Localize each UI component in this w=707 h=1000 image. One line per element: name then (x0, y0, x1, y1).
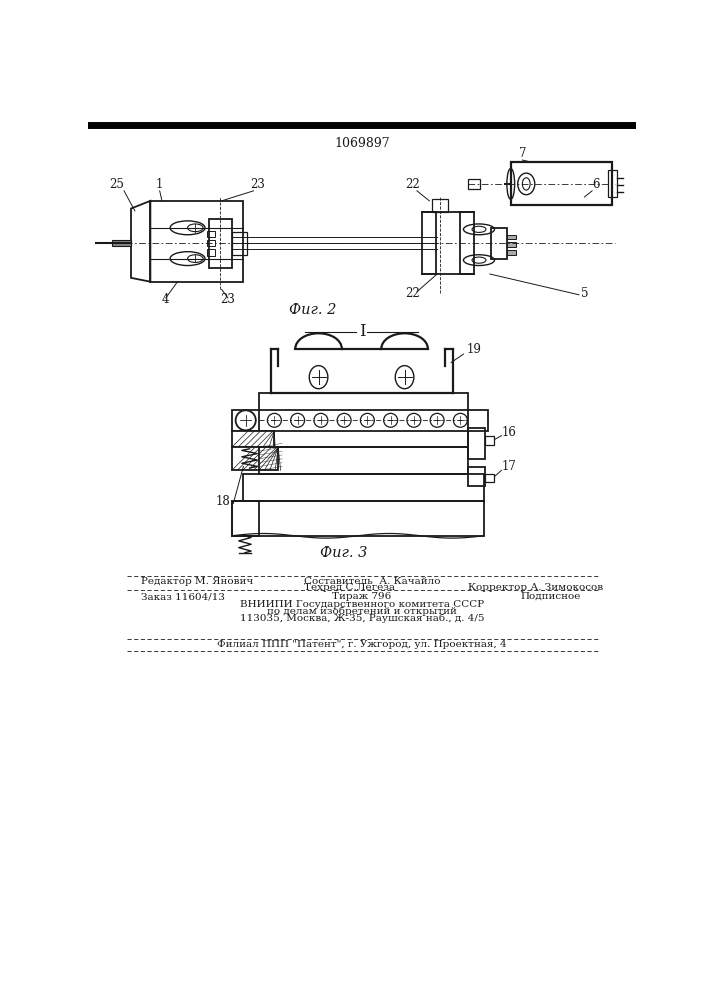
Bar (468, 466, 485, 486)
Bar (207, 231, 215, 237)
Text: 113035, Москва, Ж-35, Раушская наб., д. 4/5: 113035, Москва, Ж-35, Раушская наб., д. … (240, 613, 484, 623)
Text: по делам изобретений и открытий: по делам изобретений и открытий (267, 607, 457, 616)
Text: 1: 1 (156, 178, 163, 191)
Text: Составитель  А. Качайло: Составитель А. Качайло (304, 578, 440, 586)
Bar (259, 447, 468, 474)
Text: Фиг. 3: Фиг. 3 (320, 546, 368, 560)
Bar (510, 162, 612, 205)
Bar (507, 235, 516, 239)
Text: 1069897: 1069897 (334, 137, 390, 150)
Text: Корректор А. Зимокосов: Корректор А. Зимокосов (468, 583, 603, 592)
Text: Подписное: Подписное (521, 592, 581, 601)
Text: 6: 6 (592, 178, 600, 191)
Text: Тираж 796: Тираж 796 (332, 592, 392, 601)
Text: 17: 17 (501, 460, 516, 473)
Bar (433, 199, 448, 212)
Text: Фиг. 2: Фиг. 2 (289, 303, 337, 317)
Polygon shape (232, 447, 279, 470)
Polygon shape (232, 431, 274, 447)
Text: 16: 16 (501, 426, 516, 439)
Bar (243, 474, 484, 501)
Bar (607, 170, 617, 197)
Bar (112, 240, 131, 246)
Bar (485, 436, 494, 445)
Bar (421, 212, 436, 274)
Bar (468, 179, 480, 189)
Bar (491, 228, 507, 259)
Bar (209, 219, 232, 268)
Bar (485, 474, 494, 482)
Text: 23: 23 (250, 178, 264, 191)
Text: Заказ 11604/13: Заказ 11604/13 (141, 592, 225, 601)
Text: 113035, Москва, Ж-35, Раушская наб., д. 4/5: 113035, Москва, Ж-35, Раушская наб., д. … (240, 623, 484, 633)
Bar (207, 240, 215, 246)
Bar (507, 242, 516, 247)
Bar (232, 232, 247, 255)
Text: 25: 25 (110, 178, 124, 191)
Text: 7: 7 (519, 147, 526, 160)
Text: 22: 22 (405, 287, 420, 300)
Text: 19: 19 (467, 343, 481, 356)
Text: 22: 22 (405, 178, 420, 191)
Text: 18: 18 (216, 495, 230, 508)
Bar (259, 393, 468, 447)
Text: 23: 23 (221, 293, 235, 306)
Text: 5: 5 (580, 287, 588, 300)
Bar (460, 212, 474, 274)
Text: Техред С.Легеза: Техред С.Легеза (304, 583, 395, 592)
Text: Филиал ППП "Патент", г. Ужгород, ул. Проектная, 4: Филиал ППП "Патент", г. Ужгород, ул. Про… (217, 640, 507, 649)
Bar (232, 501, 484, 536)
Bar (232, 410, 488, 431)
Bar (232, 501, 259, 536)
Bar (207, 249, 215, 256)
Bar (507, 250, 516, 255)
Bar (468, 428, 485, 459)
Text: 4: 4 (162, 293, 170, 306)
Text: ВНИИПИ Государственного комитета СССР: ВНИИПИ Государственного комитета СССР (240, 600, 484, 609)
Text: Редактор М. Янович: Редактор М. Янович (141, 578, 253, 586)
Text: I: I (358, 323, 366, 340)
Bar (151, 201, 243, 282)
